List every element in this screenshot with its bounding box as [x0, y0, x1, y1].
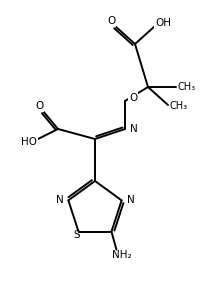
Text: N: N — [56, 195, 63, 205]
Text: HO: HO — [21, 137, 37, 147]
Text: S: S — [73, 230, 80, 240]
Text: O: O — [107, 16, 115, 26]
Text: N: N — [127, 195, 134, 205]
Text: CH₃: CH₃ — [177, 82, 195, 92]
Text: O: O — [129, 93, 137, 103]
Text: CH₃: CH₃ — [169, 101, 187, 111]
Text: O: O — [35, 101, 43, 111]
Text: N: N — [130, 124, 138, 134]
Text: OH: OH — [155, 18, 171, 28]
Text: NH₂: NH₂ — [112, 250, 131, 260]
